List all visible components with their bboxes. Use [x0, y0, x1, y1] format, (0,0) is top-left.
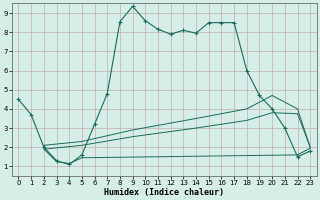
X-axis label: Humidex (Indice chaleur): Humidex (Indice chaleur)	[104, 188, 224, 197]
